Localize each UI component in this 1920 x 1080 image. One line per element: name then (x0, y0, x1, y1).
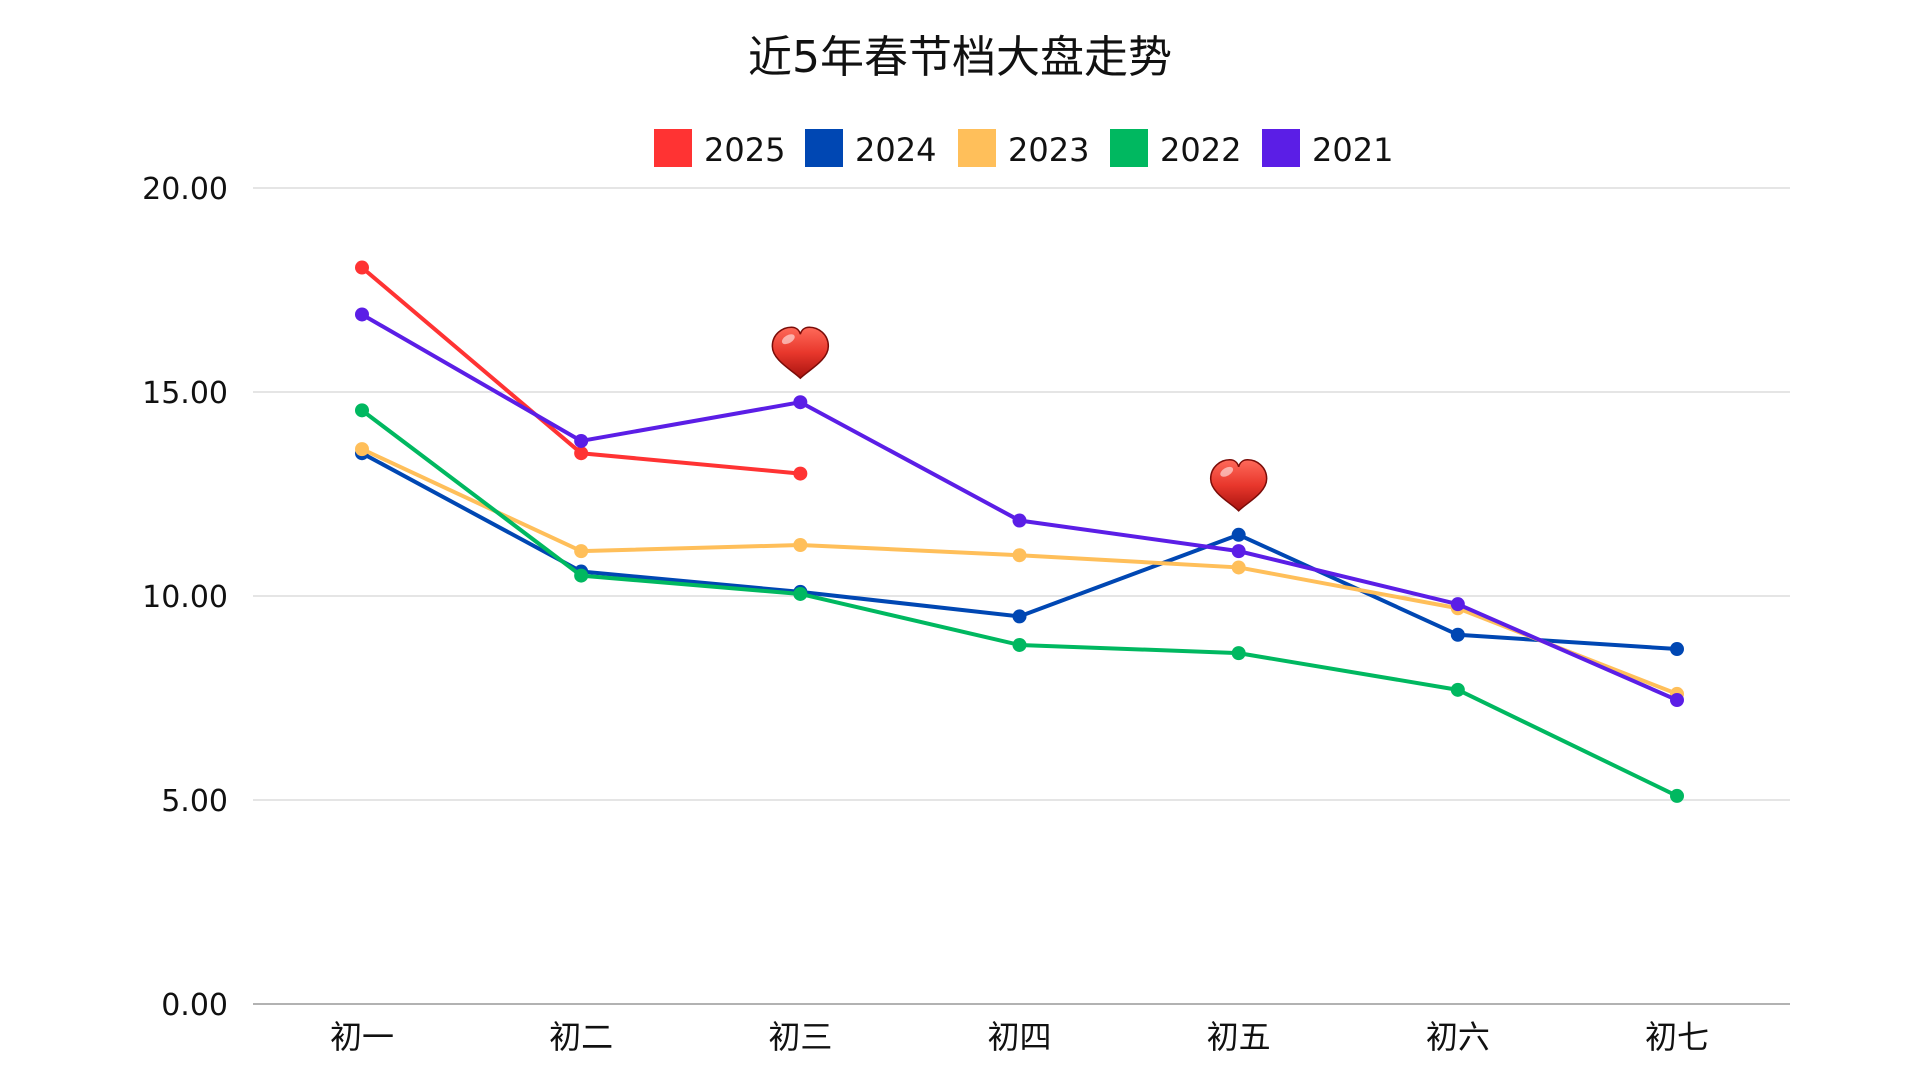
y-tick-label: 5.00 (161, 784, 228, 819)
series-2022 (355, 403, 1684, 803)
data-point (1012, 609, 1027, 624)
data-point (1231, 560, 1246, 575)
data-point (1450, 627, 1465, 642)
data-point (1450, 597, 1465, 612)
data-point (355, 307, 369, 322)
data-point (1012, 513, 1027, 528)
series-2025 (355, 260, 808, 481)
chart-title: 近5年春节档大盘走势 (748, 32, 1172, 83)
data-point (1231, 646, 1246, 661)
x-tick-label: 初七 (1645, 1018, 1709, 1056)
data-point (793, 586, 808, 601)
legend-swatch (1262, 129, 1300, 167)
data-point (1012, 637, 1027, 652)
legend-label: 2021 (1312, 131, 1393, 169)
legend-item[interactable]: 2025 (654, 129, 785, 169)
x-tick-label: 初三 (768, 1018, 832, 1056)
series-2021 (355, 307, 1684, 708)
x-tick-label: 初四 (987, 1018, 1051, 1056)
series-line (360, 447, 1679, 696)
legend-label: 2024 (855, 131, 936, 169)
data-point (1012, 548, 1027, 563)
data-point (574, 433, 589, 448)
x-tick-label: 初五 (1207, 1018, 1271, 1056)
data-point (793, 395, 808, 410)
data-point (1231, 527, 1246, 542)
annotations (771, 326, 1268, 512)
data-point (1670, 788, 1684, 803)
data-point (1450, 682, 1465, 697)
data-point (1670, 693, 1684, 708)
data-point (793, 466, 808, 481)
x-tick-label: 初六 (1426, 1018, 1490, 1056)
heart-icon (771, 326, 830, 380)
legend-swatch (1110, 129, 1148, 167)
legend-item[interactable]: 2021 (1262, 129, 1393, 169)
x-tick-label: 初二 (549, 1018, 613, 1056)
legend-label: 2022 (1160, 131, 1241, 169)
legend-label: 2023 (1008, 131, 1089, 169)
x-tick-label: 初一 (330, 1018, 394, 1056)
data-point (574, 446, 589, 461)
y-tick-label: 20.00 (142, 172, 228, 207)
grid (253, 187, 1790, 1005)
legend-item[interactable]: 2023 (958, 129, 1089, 169)
y-tick-label: 10.00 (142, 580, 228, 615)
y-tick-label: 15.00 (142, 376, 228, 411)
series-group (355, 260, 1684, 803)
y-tick-label: 0.00 (161, 988, 228, 1023)
x-axis: 初一 初二 初三 初四 初五 初六 初七 (330, 1018, 1709, 1056)
data-point (1231, 544, 1246, 559)
legend-swatch (654, 129, 692, 167)
legend-item[interactable]: 2024 (805, 129, 936, 169)
data-point (355, 403, 369, 418)
data-point (793, 538, 808, 552)
series-2023 (355, 442, 1684, 701)
data-point (574, 568, 589, 583)
y-axis: 0.00 5.00 10.00 15.00 20.00 (142, 172, 228, 1023)
data-point (574, 544, 589, 559)
data-point (355, 260, 369, 275)
heart-icon (1209, 459, 1268, 512)
data-point (1670, 642, 1684, 657)
series-line (360, 408, 1679, 798)
legend: 2025 2024 2023 2022 2021 (654, 129, 1393, 169)
legend-swatch (958, 129, 996, 167)
data-point (355, 442, 369, 457)
legend-item[interactable]: 2022 (1110, 129, 1241, 169)
legend-swatch (805, 129, 843, 167)
legend-label: 2025 (704, 131, 785, 169)
